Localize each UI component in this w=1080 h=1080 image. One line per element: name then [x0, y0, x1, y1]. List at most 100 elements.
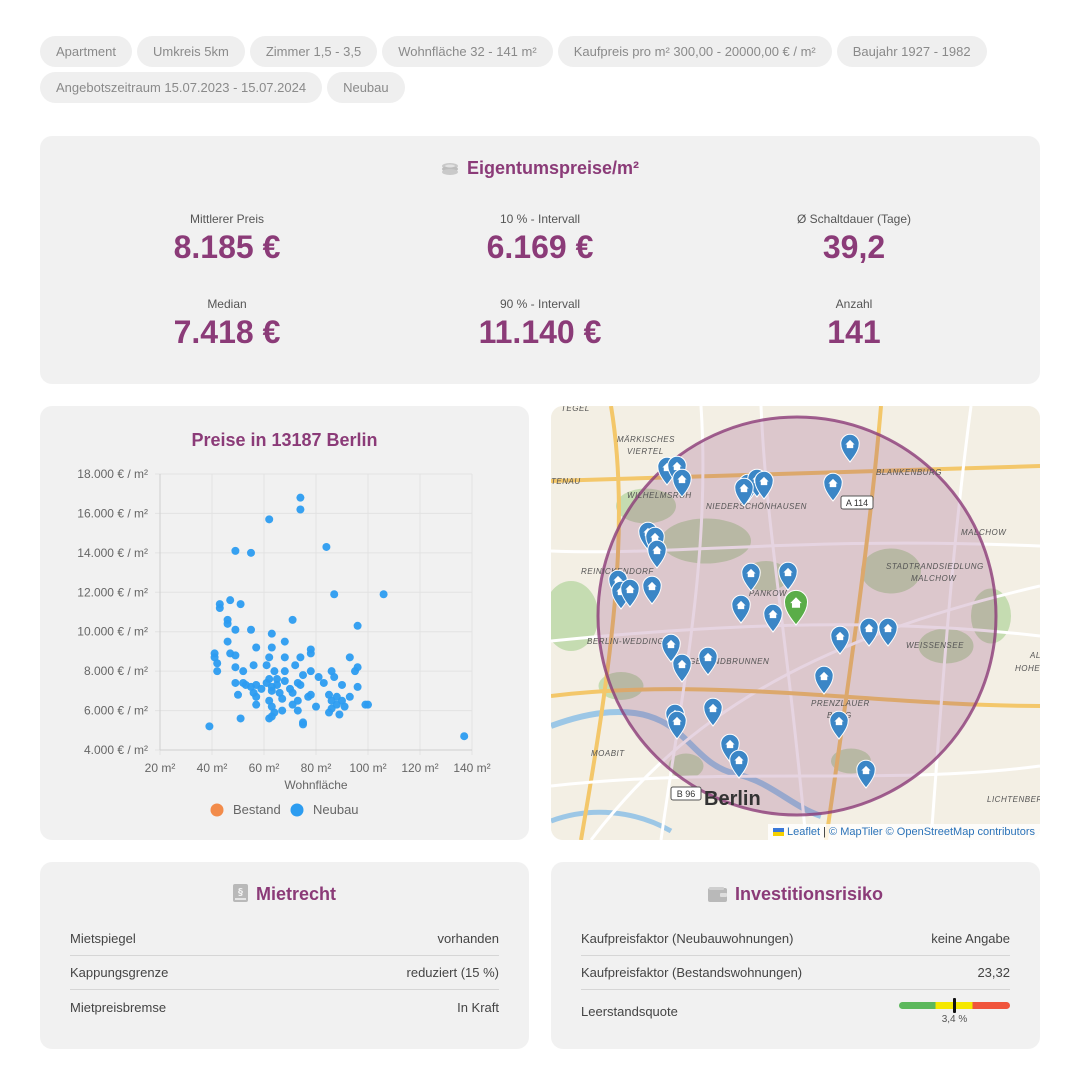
listing-marker[interactable] — [778, 561, 798, 591]
map-place-label: LICHTENBERG — [987, 795, 1040, 804]
map-view[interactable]: MÄRKISCHES VIERTEL WILHELMSRUH NIEDERSCHÖNH… — [551, 406, 1040, 840]
listing-marker[interactable] — [661, 633, 681, 663]
filter-chip[interactable]: Angebotszeitraum 15.07.2023 - 15.07.2024 — [40, 72, 323, 103]
house-icon — [845, 439, 855, 449]
listing-marker[interactable] — [829, 710, 849, 740]
listing-marker[interactable] — [830, 625, 850, 655]
leaflet-link[interactable]: Leaflet — [787, 826, 821, 838]
listing-marker[interactable] — [620, 578, 640, 608]
marker-pin — [814, 665, 834, 695]
house-icon — [677, 659, 687, 669]
data-point — [262, 661, 271, 670]
listing-marker[interactable] — [642, 575, 662, 605]
data-point — [353, 682, 362, 691]
stat-value: 141 — [827, 314, 881, 350]
listing-marker[interactable] — [703, 697, 723, 727]
row-value: reduziert (15 %) — [406, 965, 499, 980]
legend-label[interactable]: Bestand — [233, 802, 281, 817]
road-shield — [670, 786, 702, 801]
listing-marker[interactable] — [731, 594, 751, 624]
data-point — [257, 684, 266, 693]
filter-chip[interactable]: Baujahr 1927 - 1982 — [836, 36, 987, 67]
data-point — [223, 637, 232, 646]
listing-marker[interactable] — [734, 477, 754, 507]
marker-pin — [830, 625, 850, 655]
map-place-label: BLANKENBURG — [876, 468, 942, 477]
data-point — [265, 653, 274, 662]
legend-label[interactable]: Neubau — [313, 802, 359, 817]
filter-chip[interactable]: Kaufpreis pro m² 300,00 - 20000,00 € / m… — [557, 36, 832, 67]
listing-marker[interactable] — [698, 646, 718, 676]
center-location-marker[interactable] — [783, 589, 809, 626]
data-point — [236, 600, 245, 609]
road — [551, 764, 1040, 788]
row-label: Mietpreisbremse — [70, 999, 167, 1015]
data-point — [335, 710, 344, 719]
filter-chip[interactable]: Neubau — [327, 72, 405, 103]
stat-90-percent-interval: 90 % - Intervall 11.140 € — [390, 297, 690, 350]
road — [551, 541, 1040, 554]
rent-rows: Mietspiegel vorhanden Kappungsgrenze reduz… — [70, 922, 499, 1024]
tiles-attribution-link[interactable]: © MapTiler © OpenStreetMap contributors — [829, 826, 1035, 838]
data-point — [338, 680, 346, 689]
listing-marker[interactable] — [729, 749, 749, 779]
listing-marker[interactable] — [763, 603, 783, 633]
house-icon — [828, 478, 838, 488]
rent-row: Kappungsgrenze reduziert (15 %) — [70, 956, 499, 990]
road — [759, 406, 808, 840]
listing-marker[interactable] — [859, 617, 879, 647]
data-point — [247, 548, 255, 557]
listing-marker[interactable] — [754, 470, 774, 500]
listing-marker[interactable] — [878, 617, 898, 647]
data-point — [312, 702, 320, 711]
data-point — [213, 667, 222, 676]
listing-marker[interactable] — [672, 468, 692, 498]
road-shield-label: B 96 — [677, 789, 696, 799]
data-point — [249, 661, 258, 670]
y-tick-label: 18.000 € / m² — [77, 467, 148, 481]
house-icon — [677, 474, 687, 484]
gauge-needle — [953, 998, 956, 1013]
filter-chip[interactable]: Zimmer 1,5 - 3,5 — [249, 36, 378, 67]
data-point — [288, 700, 297, 709]
stat-median: Median 7.418 € — [77, 297, 377, 350]
listing-marker[interactable] — [856, 759, 876, 789]
listing-marker[interactable] — [672, 653, 692, 683]
svg-text:§: § — [238, 887, 243, 898]
stat-value: 11.140 € — [478, 314, 602, 350]
data-point — [330, 590, 339, 599]
data-point — [460, 732, 469, 741]
map-card[interactable]: MÄRKISCHES VIERTEL WILHELMSRUH NIEDERSCHÖNH… — [551, 406, 1040, 840]
data-point — [213, 659, 222, 668]
data-point — [278, 694, 287, 703]
risk-row: Kaufpreisfaktor (Neubauwohnungen) keine A… — [581, 922, 1010, 956]
listing-marker[interactable] — [667, 710, 687, 740]
park-area — [551, 581, 599, 651]
marker-pin — [672, 468, 692, 498]
marker-pin — [763, 603, 783, 633]
scatter-chart[interactable]: 20 m² 40 m² 60 m² 80 m² 100 m² 120 m² 140 m² 4.… — [40, 406, 529, 840]
data-point — [325, 708, 333, 717]
map-attribution: Leaflet | © MapTiler © OpenStreetMap con… — [767, 824, 1040, 840]
marker-pin — [620, 578, 640, 608]
marker-pin — [878, 617, 898, 647]
filter-chip[interactable]: Wohnfläche 32 - 141 m² — [382, 36, 553, 67]
data-point — [231, 678, 240, 687]
listing-marker[interactable] — [823, 472, 843, 502]
rent-row: Mietspiegel vorhanden — [70, 922, 499, 956]
map-place-label: MALCHOW — [961, 528, 1007, 537]
filter-chip[interactable]: Apartment — [40, 36, 132, 67]
data-point — [231, 663, 240, 672]
listing-marker[interactable] — [741, 562, 761, 592]
listing-marker[interactable] — [647, 539, 667, 569]
house-icon — [834, 716, 844, 726]
listing-marker[interactable] — [814, 665, 834, 695]
filter-chip[interactable]: Umkreis 5km — [136, 36, 245, 67]
listing-marker[interactable] — [840, 433, 860, 463]
legend-marker — [210, 803, 224, 817]
marker-pin — [731, 594, 751, 624]
stat-count: Anzahl 141 — [704, 297, 1004, 350]
data-point — [273, 675, 281, 684]
map-place-label: WILHELMSRUH — [627, 491, 692, 500]
stat-value: 39,2 — [822, 229, 886, 265]
